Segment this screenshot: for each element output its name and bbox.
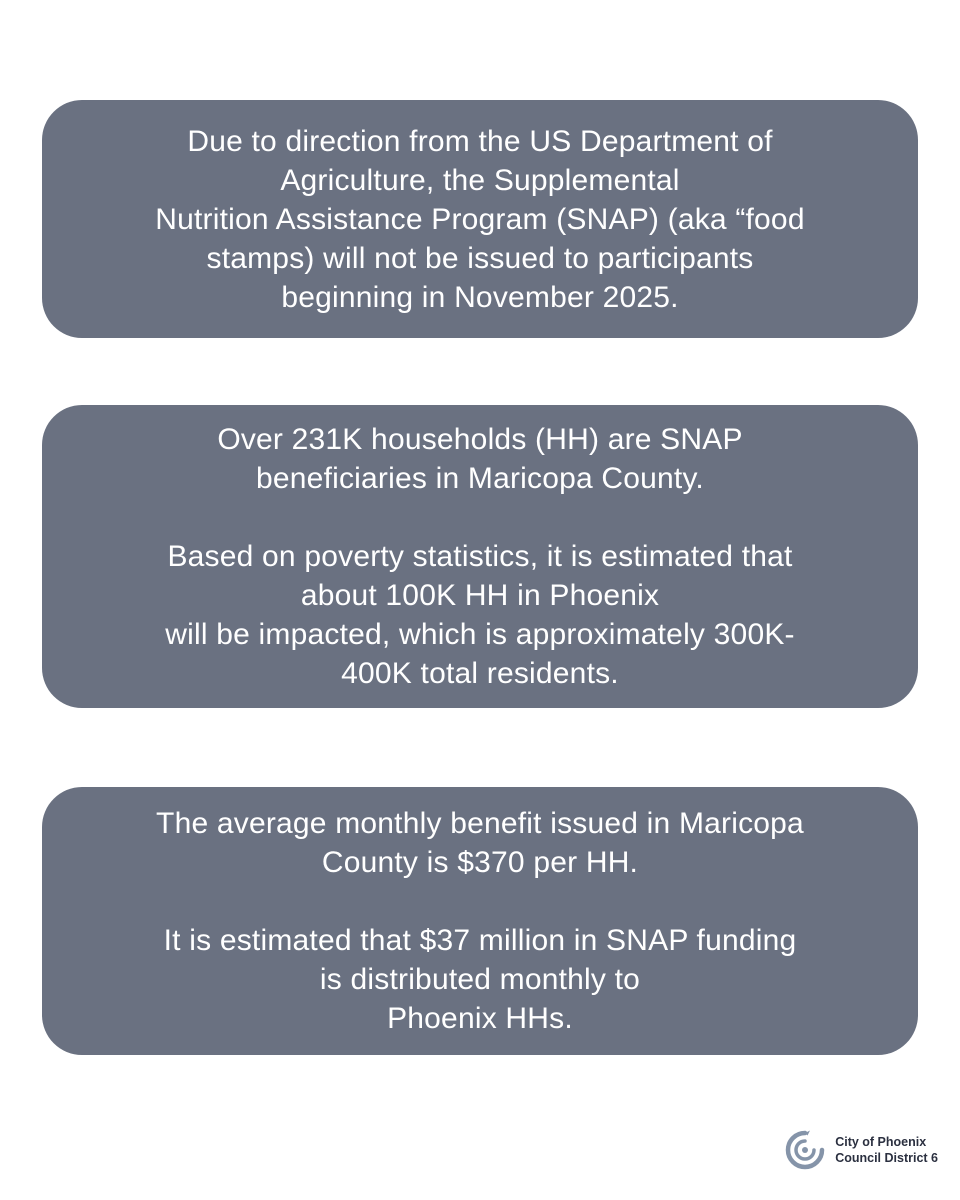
phoenix-bird-icon: [785, 1130, 825, 1170]
info-card-snap-announcement-text: Due to direction from the US Department …: [155, 124, 805, 314]
footer-org-name: City of Phoenix: [835, 1135, 927, 1149]
info-card-benefit-amounts: The average monthly benefit issued in Ma…: [42, 787, 918, 1055]
info-card-benefit-amounts-text: The average monthly benefit issued in Ma…: [156, 807, 804, 1035]
info-card-household-impact: Over 231K households (HH) are SNAP benef…: [42, 405, 918, 708]
info-card-household-impact-text: Over 231K households (HH) are SNAP benef…: [165, 423, 795, 690]
footer-org-district: Council District 6: [835, 1151, 938, 1165]
info-card-snap-announcement: Due to direction from the US Department …: [42, 100, 918, 338]
footer-brand: City of Phoenix Council District 6: [783, 1128, 938, 1172]
footer-brand-text: City of Phoenix Council District 6: [835, 1134, 938, 1166]
